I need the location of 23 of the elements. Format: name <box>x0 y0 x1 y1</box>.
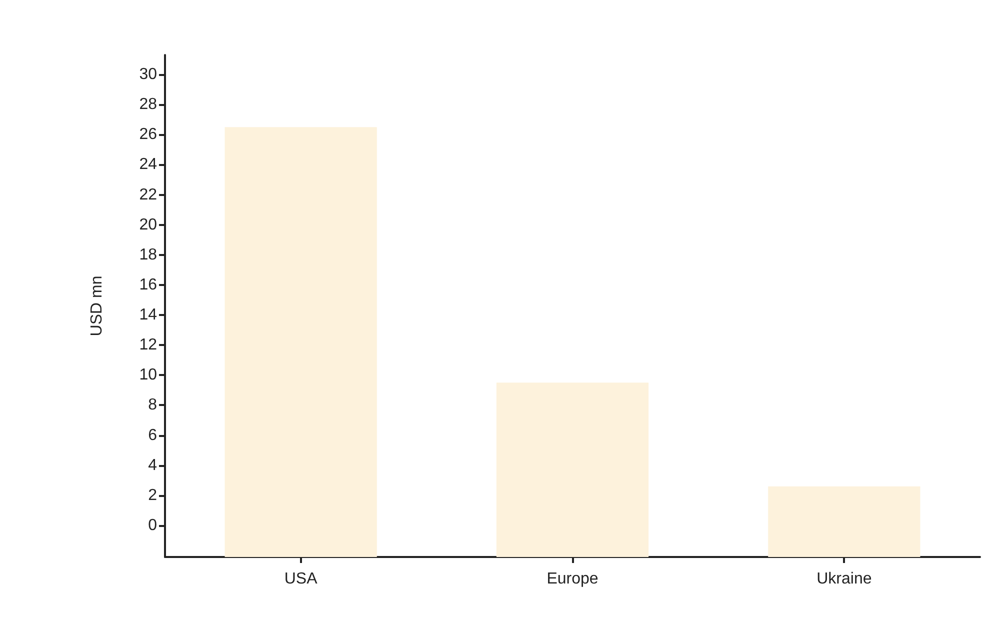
y-tick-label: 30 <box>139 66 158 84</box>
x-tick-label: Europe <box>546 570 598 588</box>
y-tick-label: 28 <box>139 96 158 114</box>
y-tick-label: 18 <box>139 246 158 264</box>
y-tick-label: 8 <box>148 396 158 414</box>
y-tick-label: 20 <box>139 216 158 234</box>
y-tick-label: 12 <box>139 336 158 354</box>
y-tick-label: 22 <box>139 186 158 204</box>
y-axis-title: USD mn <box>88 276 106 336</box>
y-tick-label: 26 <box>139 126 158 144</box>
y-tick-label: 14 <box>139 306 158 324</box>
bar <box>224 127 377 557</box>
y-tick-label: 0 <box>148 516 158 534</box>
y-tick-label: 2 <box>148 486 158 504</box>
y-tick-label: 24 <box>139 156 158 174</box>
x-tick-label: Ukraine <box>816 570 872 588</box>
bar <box>768 486 920 557</box>
y-tick-label: 6 <box>148 426 158 444</box>
x-tick-label: USA <box>284 570 318 588</box>
y-tick-label: 16 <box>139 276 158 294</box>
y-tick-label: 10 <box>139 366 158 384</box>
bar <box>496 382 649 557</box>
y-tick-label: 4 <box>148 456 158 474</box>
